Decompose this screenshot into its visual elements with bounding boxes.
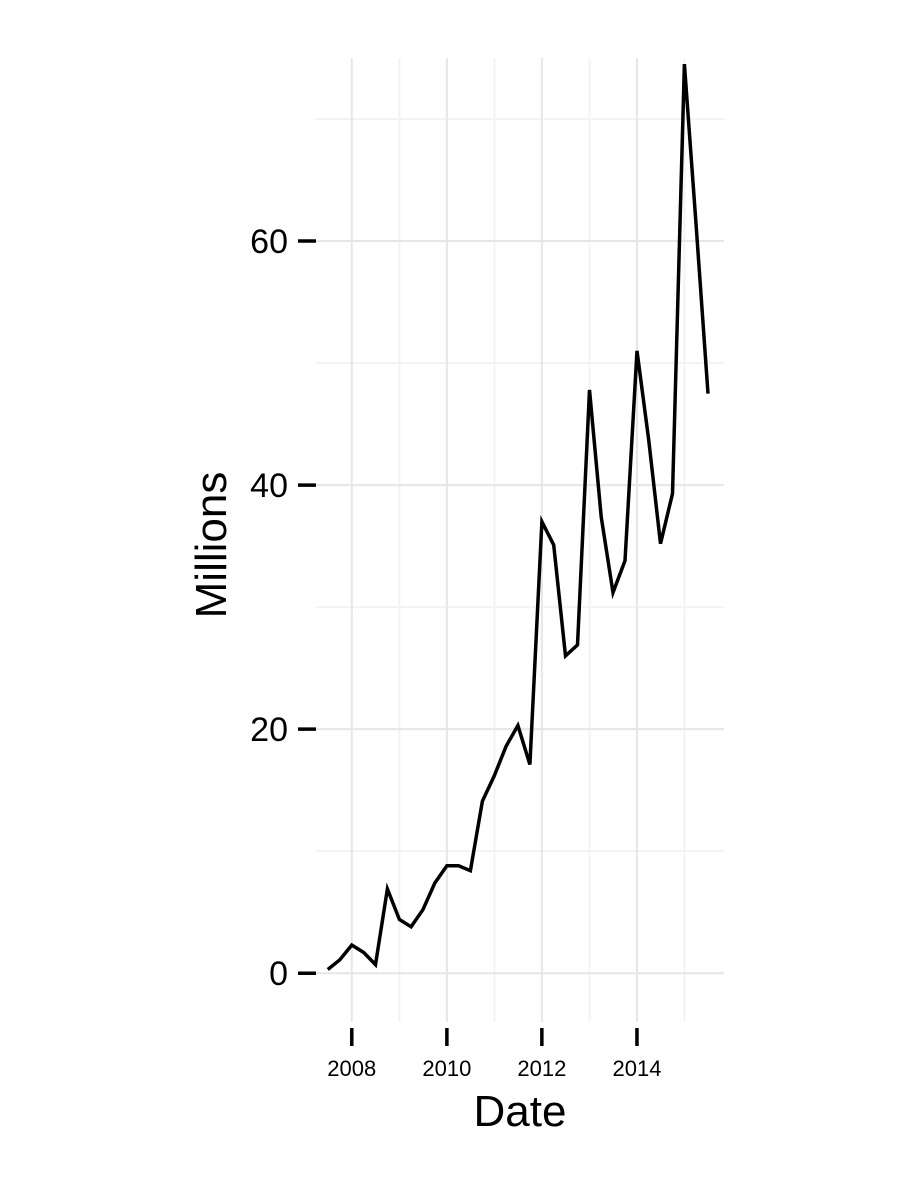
tick-labels: 0 20 40 60 2008 2010 2012 2014	[250, 223, 661, 1081]
y-axis-title: Millions	[187, 472, 236, 619]
y-tick-label: 0	[269, 955, 288, 993]
y-tick-label: 40	[250, 467, 288, 505]
x-tick-label: 2012	[517, 1056, 566, 1081]
x-tick-label: 2010	[422, 1056, 471, 1081]
x-tick-label: 2008	[327, 1056, 376, 1081]
y-tick-label: 20	[250, 711, 288, 749]
y-tick-label: 60	[250, 223, 288, 261]
series-line	[326, 63, 710, 971]
x-axis-title: Date	[474, 1087, 567, 1136]
x-tick-label: 2014	[612, 1056, 661, 1081]
series-layer	[326, 63, 710, 971]
axis-ticks	[298, 239, 639, 1046]
